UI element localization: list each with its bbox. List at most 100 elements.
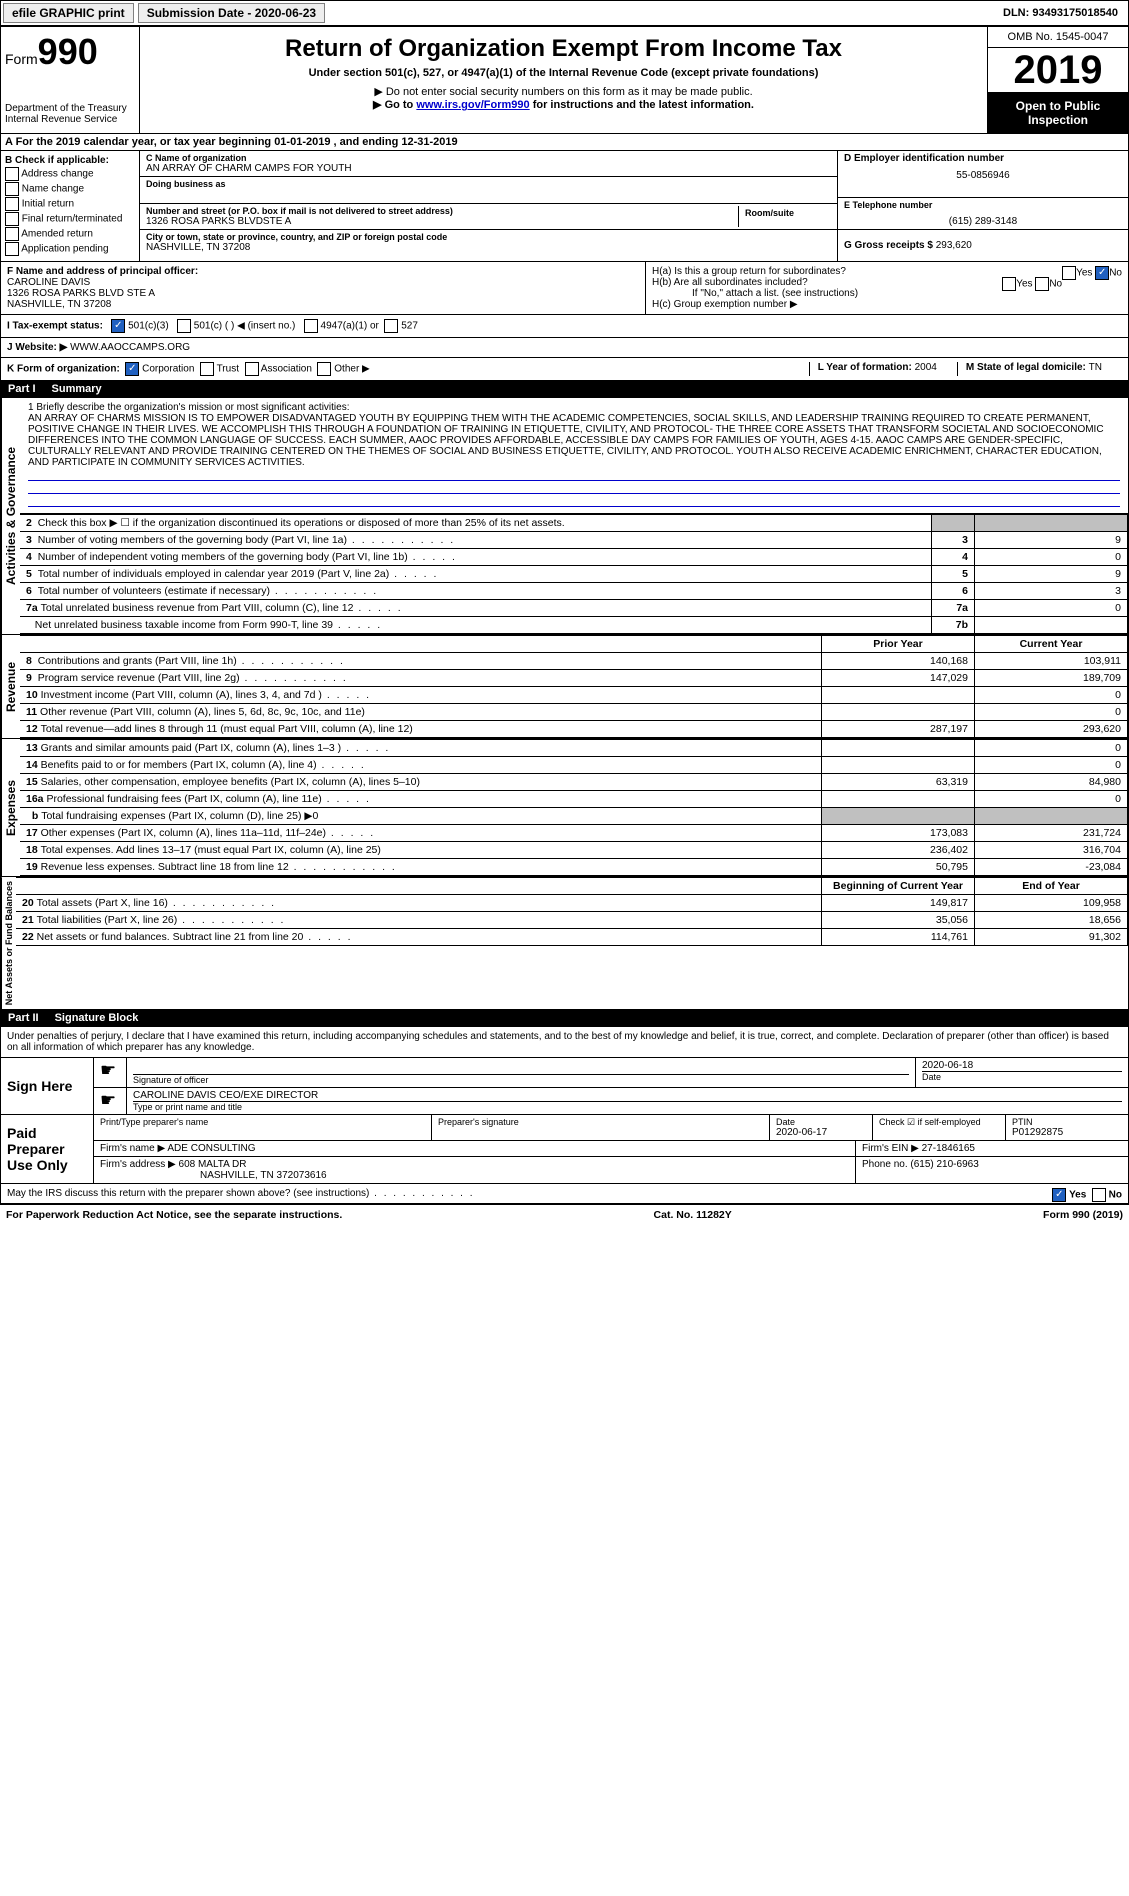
summary-body: Activities & Governance 1 Briefly descri… (0, 397, 1129, 635)
goto-note: ▶ Go to www.irs.gov/Form990 for instruct… (144, 98, 983, 111)
form-subtitle: Under section 501(c), 527, or 4947(a)(1)… (144, 67, 983, 79)
org-name-cell: C Name of organization AN ARRAY OF CHARM… (140, 151, 837, 177)
mission-line (28, 470, 1120, 481)
section-fh: F Name and address of principal officer:… (0, 262, 1129, 315)
chk-association[interactable] (245, 362, 259, 376)
table-row: b Total fundraising expenses (Part IX, c… (20, 808, 1128, 825)
table-row: 11 Other revenue (Part VIII, column (A),… (20, 704, 1128, 721)
header-title-block: Return of Organization Exempt From Incom… (140, 27, 988, 133)
form-number: Form990 (5, 31, 135, 73)
k-form-org: K Form of organization: ✓ Corporation Tr… (7, 362, 809, 376)
ein-cell: D Employer identification number 55-0856… (838, 151, 1128, 198)
section-b-checkboxes: B Check if applicable: Address change Na… (1, 151, 140, 261)
expenses-section: Expenses 13 Grants and similar amounts p… (0, 739, 1129, 877)
governance-table: 2 Check this box ▶ ☐ if the organization… (20, 514, 1128, 634)
street-address: 1326 ROSA PARKS BLVDSTE A (146, 216, 738, 227)
mission-text: AN ARRAY OF CHARMS MISSION IS TO EMPOWER… (28, 413, 1120, 468)
netassets-label: Net Assets or Fund Balances (1, 877, 16, 1009)
arrow-icon: ☛ (94, 1058, 127, 1087)
address-row: Number and street (or P.O. box if mail i… (140, 204, 837, 230)
table-row: 2 Check this box ▶ ☐ if the organization… (20, 515, 1128, 532)
city-cell: City or town, state or province, country… (140, 230, 837, 255)
table-row: 8 Contributions and grants (Part VIII, l… (20, 653, 1128, 670)
part2-header: Part II Signature Block (0, 1010, 1129, 1026)
page-footer: For Paperwork Reduction Act Notice, see … (0, 1204, 1129, 1225)
phone-cell: E Telephone number (615) 289-3148 (838, 198, 1128, 230)
chk-501c3[interactable]: ✓ (111, 319, 125, 333)
revenue-label: Revenue (1, 635, 20, 738)
paid-preparer-row: Paid Preparer Use Only Print/Type prepar… (1, 1114, 1128, 1183)
efile-topbar: efile GRAPHIC print Submission Date - 20… (0, 0, 1129, 26)
ein-value: 55-0856946 (844, 170, 1122, 181)
chk-address-change[interactable]: Address change (5, 167, 135, 181)
efile-graphic-label: efile GRAPHIC print (3, 3, 134, 23)
l-year-formation: L Year of formation: 2004 (809, 362, 957, 376)
form-header: Form990 Department of the Treasury Inter… (0, 26, 1129, 134)
sign-here-label: Sign Here (1, 1058, 94, 1114)
expenses-label: Expenses (1, 739, 20, 876)
table-row: 14 Benefits paid to or for members (Part… (20, 757, 1128, 774)
h-a: H(a) Is this a group return for subordin… (652, 266, 1122, 277)
table-row: 5 Total number of individuals employed i… (20, 566, 1128, 583)
chk-corporation[interactable]: ✓ (125, 362, 139, 376)
revenue-table: Prior YearCurrent Year 8 Contributions a… (20, 635, 1128, 738)
chk-4947[interactable] (304, 319, 318, 333)
netassets-section: Net Assets or Fund Balances Beginning of… (0, 877, 1129, 1010)
table-row: 20 Total assets (Part X, line 16)149,817… (16, 895, 1128, 912)
section-c: C Name of organization AN ARRAY OF CHARM… (140, 151, 837, 261)
table-row: 9 Program service revenue (Part VIII, li… (20, 670, 1128, 687)
chk-amended[interactable]: Amended return (5, 227, 135, 241)
row-j-website: J Website: ▶ WWW.AAOCCAMPS.ORG (0, 338, 1129, 358)
chk-application-pending[interactable]: Application pending (5, 242, 135, 256)
table-row: 22 Net assets or fund balances. Subtract… (16, 929, 1128, 946)
signature-block: Under penalties of perjury, I declare th… (0, 1026, 1129, 1204)
gross-receipts: G Gross receipts $ 293,620 (838, 230, 1128, 253)
h-b: H(b) Are all subordinates included? Yes … (652, 277, 1122, 288)
tax-year: 2019 (988, 48, 1128, 93)
website-value: WWW.AAOCCAMPS.ORG (70, 342, 190, 353)
discuss-row: May the IRS discuss this return with the… (1, 1183, 1128, 1203)
chk-final-return[interactable]: Final return/terminated (5, 212, 135, 226)
part1-header: Part I Summary (0, 381, 1129, 397)
table-row: 6 Total number of volunteers (estimate i… (20, 583, 1128, 600)
table-row: Beginning of Current YearEnd of Year (16, 878, 1128, 895)
chk-527[interactable] (384, 319, 398, 333)
table-row: Net unrelated business taxable income fr… (20, 617, 1128, 634)
chk-other[interactable] (317, 362, 331, 376)
chk-name-change[interactable]: Name change (5, 182, 135, 196)
table-row: 7a Total unrelated business revenue from… (20, 600, 1128, 617)
chk-501c[interactable] (177, 319, 191, 333)
chk-initial-return[interactable]: Initial return (5, 197, 135, 211)
irs-link[interactable]: www.irs.gov/Form990 (416, 99, 529, 111)
table-row: 16a Professional fundraising fees (Part … (20, 791, 1128, 808)
header-right: OMB No. 1545-0047 2019 Open to Public In… (988, 27, 1128, 133)
table-row: 21 Total liabilities (Part X, line 26)35… (16, 912, 1128, 929)
table-row: 12 Total revenue—add lines 8 through 11 … (20, 721, 1128, 738)
form-title: Return of Organization Exempt From Incom… (144, 35, 983, 63)
section-h: H(a) Is this a group return for subordin… (646, 262, 1128, 314)
table-row: 19 Revenue less expenses. Subtract line … (20, 859, 1128, 876)
phone-value: (615) 289-3148 (844, 216, 1122, 227)
expenses-table: 13 Grants and similar amounts paid (Part… (20, 739, 1128, 876)
city-state-zip: NASHVILLE, TN 37208 (146, 242, 831, 253)
header-left: Form990 Department of the Treasury Inter… (1, 27, 140, 133)
row-i-tax-exempt: I Tax-exempt status: ✓ 501(c)(3) 501(c) … (0, 315, 1129, 338)
chk-trust[interactable] (200, 362, 214, 376)
table-row: 15 Salaries, other compensation, employe… (20, 774, 1128, 791)
section-f-officer: F Name and address of principal officer:… (1, 262, 646, 314)
org-name: AN ARRAY OF CHARM CAMPS FOR YOUTH (146, 163, 831, 174)
officer-name: CAROLINE DAVIS CEO/EXE DIRECTOR (133, 1090, 1122, 1101)
table-row: 4 Number of independent voting members o… (20, 549, 1128, 566)
open-public-badge: Open to Public Inspection (988, 93, 1128, 133)
perjury-statement: Under penalties of perjury, I declare th… (1, 1027, 1128, 1057)
netassets-table: Beginning of Current YearEnd of Year 20 … (16, 877, 1128, 946)
h-c: H(c) Group exemption number ▶ (652, 299, 1122, 310)
revenue-section: Revenue Prior YearCurrent Year 8 Contrib… (0, 635, 1129, 739)
section-bcd: B Check if applicable: Address change Na… (0, 151, 1129, 262)
ssn-note: ▶ Do not enter social security numbers o… (144, 85, 983, 98)
table-row: 13 Grants and similar amounts paid (Part… (20, 740, 1128, 757)
sign-here-row: Sign Here ☛ Signature of officer 2020-06… (1, 1057, 1128, 1114)
mission-line (28, 483, 1120, 494)
discuss-yes[interactable]: ✓ (1052, 1188, 1066, 1202)
discuss-no[interactable] (1092, 1188, 1106, 1202)
